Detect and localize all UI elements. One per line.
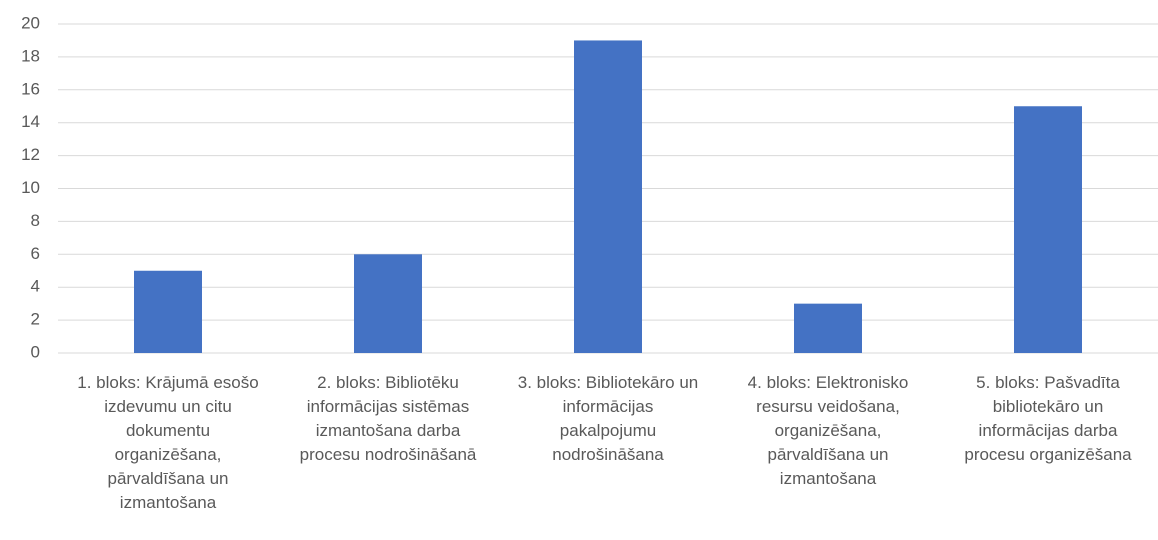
bar bbox=[354, 254, 422, 353]
x-tick-label: 4. bloks: Elektronisko resursu veidošana… bbox=[747, 373, 909, 488]
y-tick-label: 16 bbox=[21, 79, 40, 98]
bar bbox=[794, 303, 862, 353]
y-tick-label: 2 bbox=[31, 310, 40, 329]
y-tick-label: 0 bbox=[31, 342, 40, 361]
y-tick-label: 20 bbox=[21, 13, 40, 32]
y-tick-label: 6 bbox=[31, 244, 40, 263]
y-tick-label: 8 bbox=[31, 211, 40, 230]
y-tick-label: 14 bbox=[21, 112, 40, 131]
y-tick-label: 12 bbox=[21, 145, 40, 164]
x-tick-label: 2. bloks: Bibliotēku informācijas sistēm… bbox=[299, 373, 477, 464]
x-tick-label: 3. bloks: Bibliotekāro un informācijas p… bbox=[517, 373, 699, 464]
x-tick-label: 5. bloks: Pašvadīta bibliotekāro un info… bbox=[964, 373, 1132, 464]
bar bbox=[1014, 106, 1082, 353]
x-tick-label: 1. bloks: Krājumā esošo izdevumu un citu… bbox=[77, 373, 259, 512]
bar bbox=[574, 40, 642, 353]
bar bbox=[134, 270, 202, 353]
y-tick-label: 10 bbox=[21, 178, 40, 197]
y-tick-label: 4 bbox=[31, 277, 40, 296]
y-tick-label: 18 bbox=[21, 46, 40, 65]
